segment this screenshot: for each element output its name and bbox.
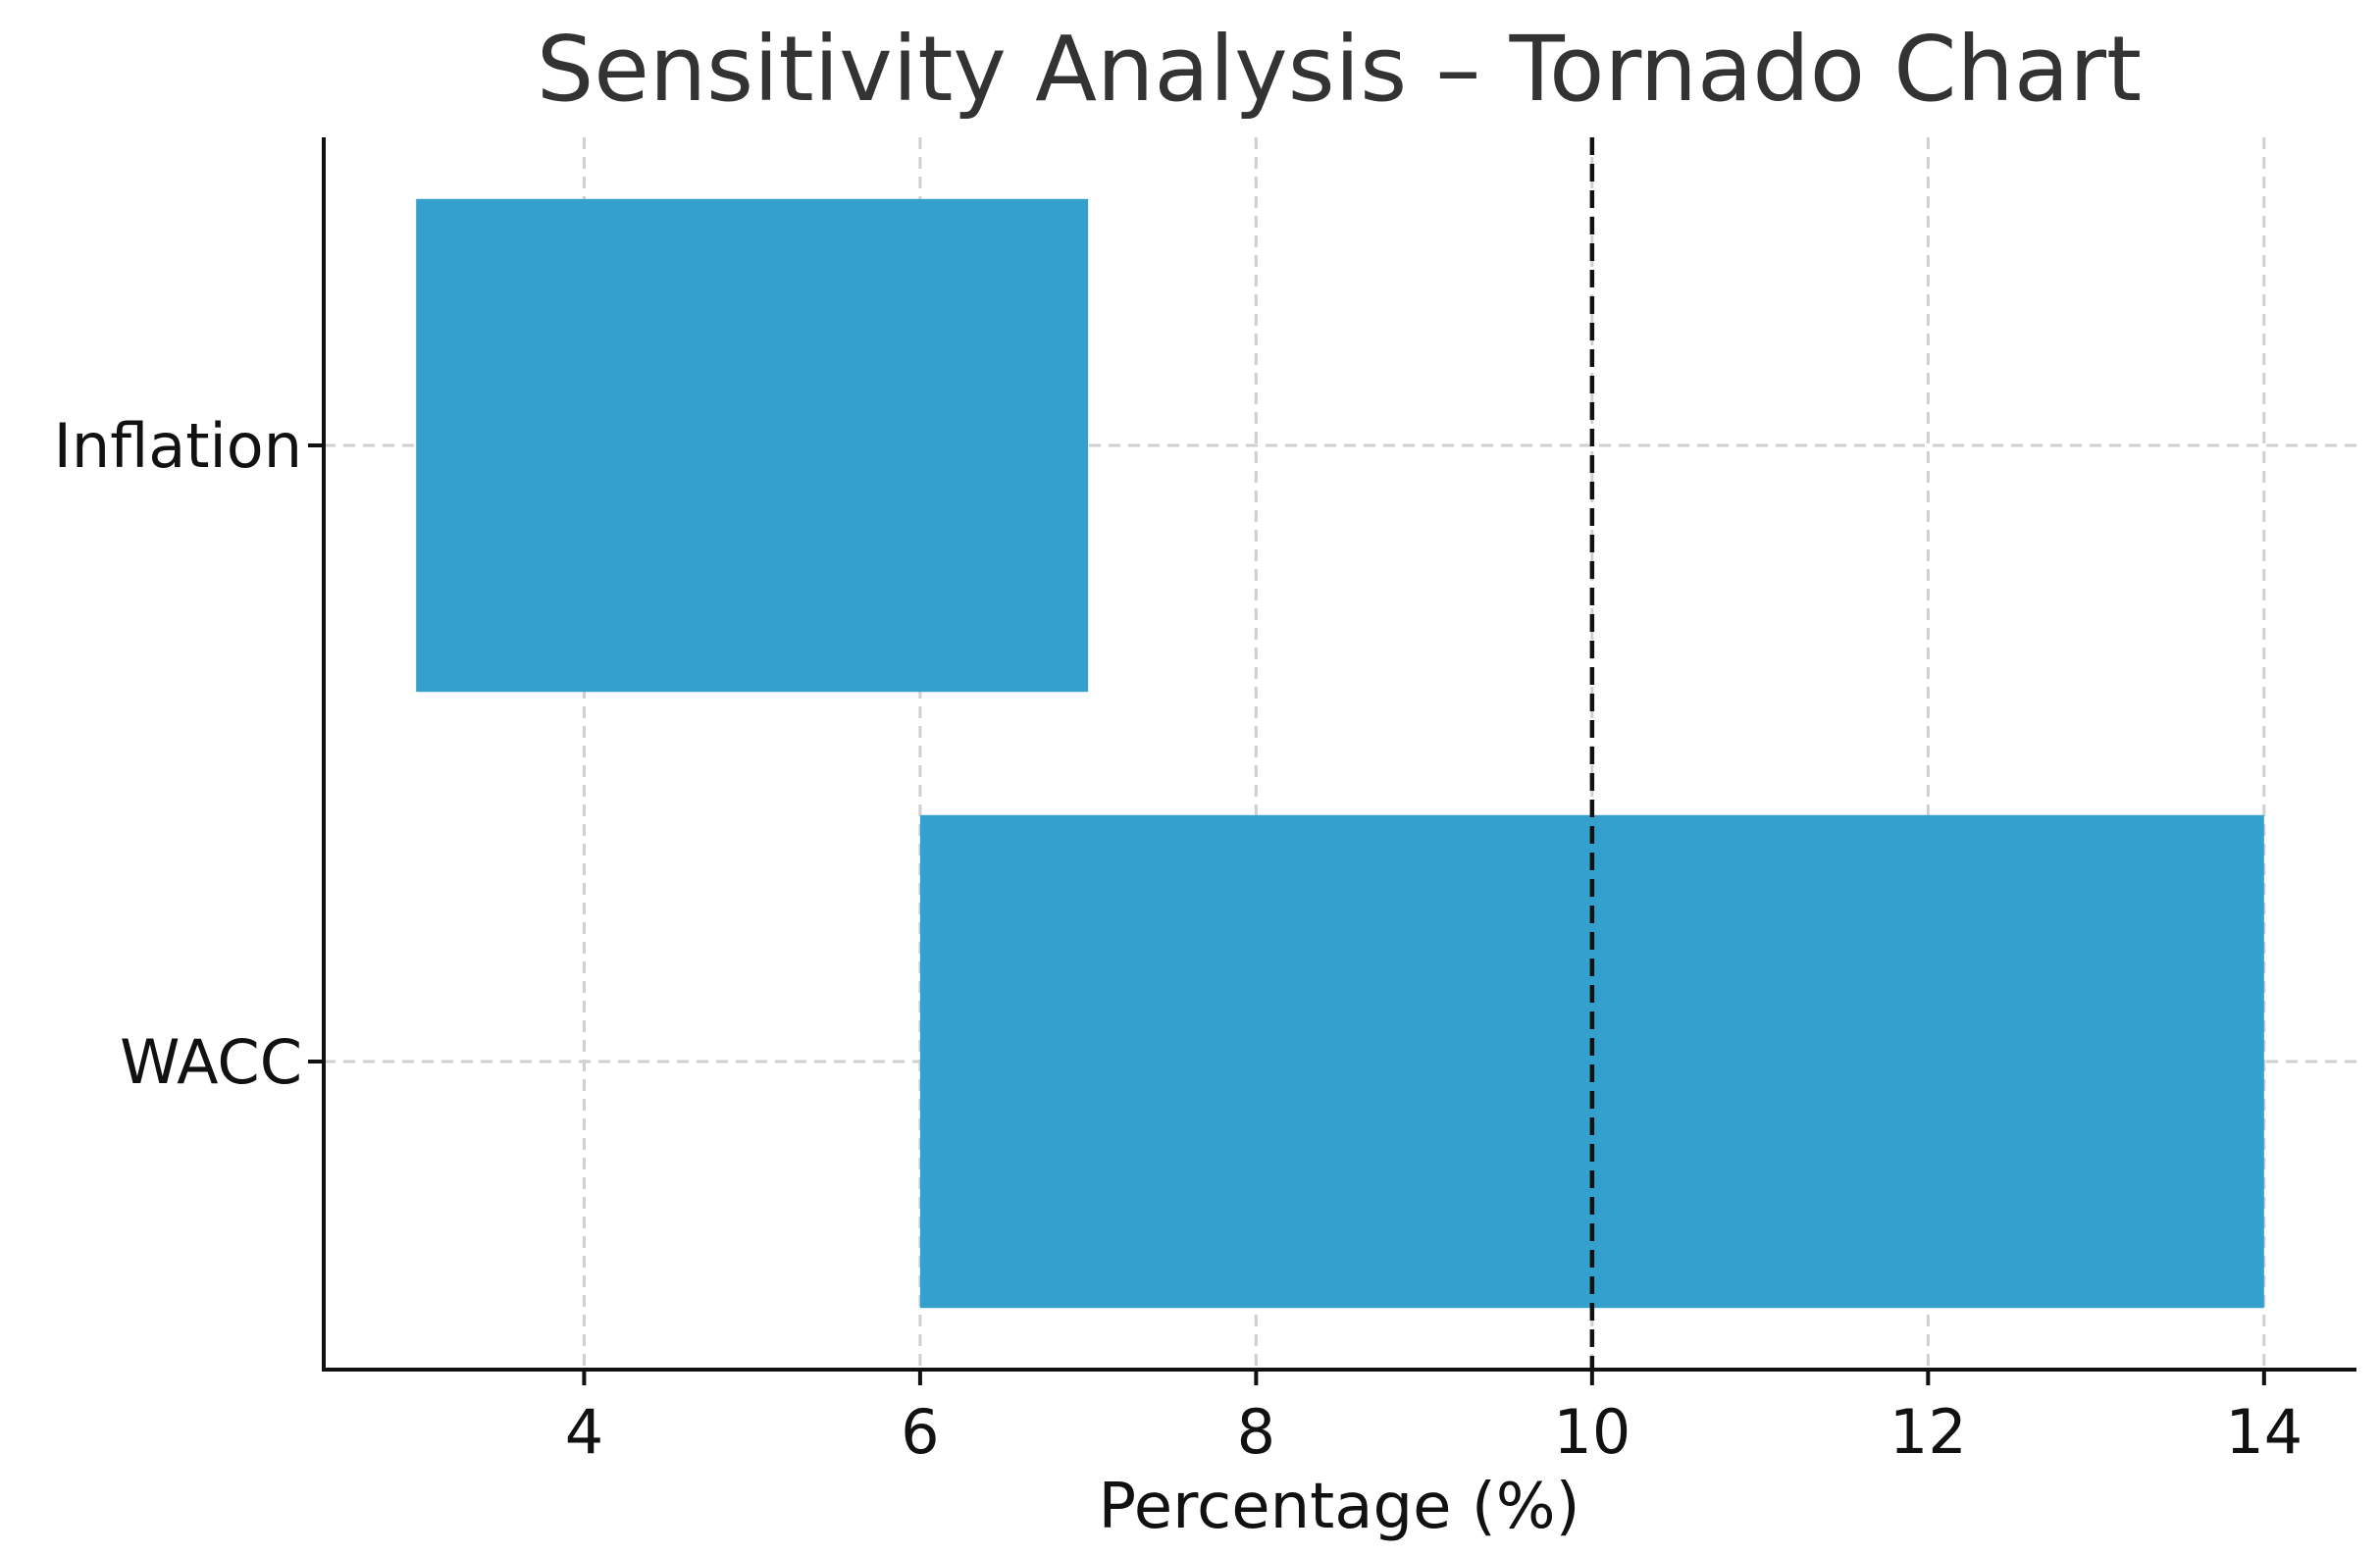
chart-title: Sensitivity Analysis – Tornado Chart — [537, 17, 2142, 122]
bar-layer — [416, 198, 2264, 1309]
x-tick-label: 6 — [901, 1396, 939, 1468]
x-tick-label: 10 — [1553, 1396, 1630, 1468]
x-axis-label: Percentage (%) — [1098, 1471, 1579, 1543]
y-tick-label: Inflation — [54, 410, 302, 482]
x-tick-label: 8 — [1237, 1396, 1275, 1468]
bar-inflation — [416, 198, 1089, 693]
y-tick-label: WACC — [120, 1026, 302, 1098]
x-tick-label: 4 — [565, 1396, 603, 1468]
x-tick-label: 14 — [2225, 1396, 2302, 1468]
axis-layer: 4 6 8 10 12 14 Inflation WACC — [54, 137, 2356, 1468]
x-tick-label: 12 — [1889, 1396, 1967, 1468]
